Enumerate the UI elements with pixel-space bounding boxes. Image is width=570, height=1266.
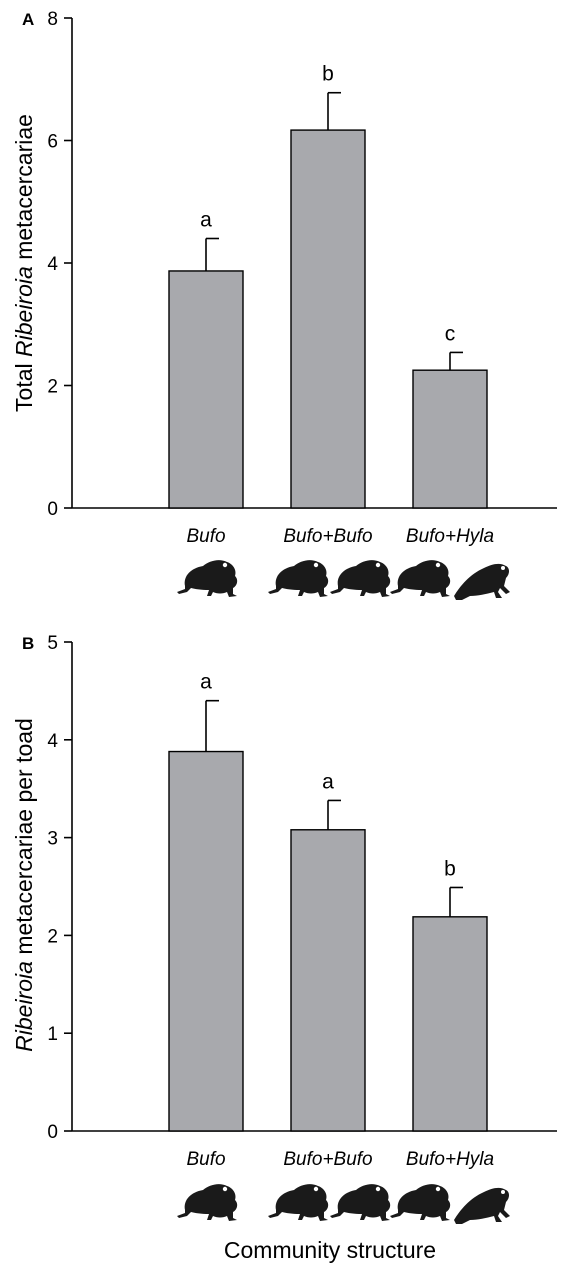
panel-a-category-label: Bufo+Bufo bbox=[283, 526, 372, 547]
panel-b-y-tick-label: 0 bbox=[47, 1122, 58, 1143]
panel-b-y-tick-label: 3 bbox=[47, 829, 58, 850]
panel-b-toad-silhouette-icon bbox=[268, 1184, 329, 1221]
panel-a-y-tick-label: 4 bbox=[47, 254, 58, 275]
panel-b-label: B bbox=[22, 634, 34, 653]
panel-b-y-tick-label: 5 bbox=[47, 633, 58, 654]
panel-b-toad-silhouette-icon bbox=[177, 1184, 238, 1221]
panel-b-category-label: Bufo+Bufo bbox=[283, 1149, 372, 1170]
panel-b-toad-silhouette-icon bbox=[390, 1184, 451, 1221]
panel-b-bar-bufo-bufo bbox=[290, 829, 366, 1132]
panel-a-significance-label: a bbox=[200, 209, 212, 232]
panel-a-y-tick-label: 8 bbox=[47, 9, 58, 30]
panel-b-bar-bufo bbox=[168, 750, 244, 1132]
panel-a-y-tick-label: 6 bbox=[47, 132, 58, 153]
panel-a-category-labels: Bufo Bufo+Bufo Bufo+Hyla bbox=[186, 526, 494, 547]
panel-b-treefrog-silhouette-icon bbox=[454, 1187, 510, 1224]
panel-b-significance-label: b bbox=[444, 857, 456, 880]
panel-b-category-label: Bufo+Hyla bbox=[406, 1149, 494, 1170]
panel-a: A Total Ribeiroia metacercariae 0 2 4 6 8 a b… bbox=[11, 9, 557, 600]
panel-a-y-axis-title: Total Ribeiroia metacercariae bbox=[11, 114, 37, 412]
panel-a-y-tick-label: 2 bbox=[47, 377, 58, 398]
panel-b-y-axis-title: Ribeiroia metacercariae per toad bbox=[11, 718, 37, 1052]
panel-a-toad-silhouette-icon bbox=[390, 560, 451, 597]
panel-a-category-label: Bufo bbox=[186, 526, 225, 547]
panel-a-label: A bbox=[22, 10, 34, 29]
panel-b-significance-label: a bbox=[322, 770, 334, 793]
panel-a-toad-silhouette-icon bbox=[177, 560, 238, 597]
panel-b: B Ribeiroia metacercariae per toad 0 1 2 3 4… bbox=[11, 633, 557, 1263]
panel-a-y-tick-label: 0 bbox=[47, 499, 58, 520]
panel-a-bar-bufo-hyla bbox=[412, 369, 488, 509]
panel-b-significance-label: a bbox=[200, 671, 212, 694]
panel-b-silhouettes bbox=[177, 1184, 510, 1224]
panel-b-bars: a a b bbox=[168, 671, 488, 1132]
panel-b-x-axis-title: Community structure bbox=[224, 1237, 436, 1263]
panel-b-y-tick-label: 4 bbox=[47, 731, 58, 752]
panel-a-bar-bufo bbox=[168, 270, 244, 509]
panel-a-toad-silhouette-icon bbox=[330, 560, 391, 597]
panel-a-bar-bufo-bufo bbox=[290, 129, 366, 509]
panel-a-significance-label: b bbox=[322, 63, 334, 86]
panel-b-y-tick-label: 1 bbox=[47, 1024, 58, 1045]
panel-a-treefrog-silhouette-icon bbox=[454, 563, 510, 600]
panel-a-category-label: Bufo+Hyla bbox=[406, 526, 494, 547]
panel-a-significance-label: c bbox=[445, 322, 456, 345]
panel-b-category-labels: Bufo Bufo+Bufo Bufo+Hyla bbox=[186, 1149, 494, 1170]
panel-a-toad-silhouette-icon bbox=[268, 560, 329, 597]
panel-a-bars: a b c bbox=[168, 63, 488, 509]
panel-a-silhouettes bbox=[177, 560, 510, 600]
panel-b-toad-silhouette-icon bbox=[330, 1184, 391, 1221]
panel-b-y-tick-label: 2 bbox=[47, 926, 58, 947]
panel-b-category-label: Bufo bbox=[186, 1149, 225, 1170]
panel-b-bar-bufo-hyla bbox=[412, 916, 488, 1132]
